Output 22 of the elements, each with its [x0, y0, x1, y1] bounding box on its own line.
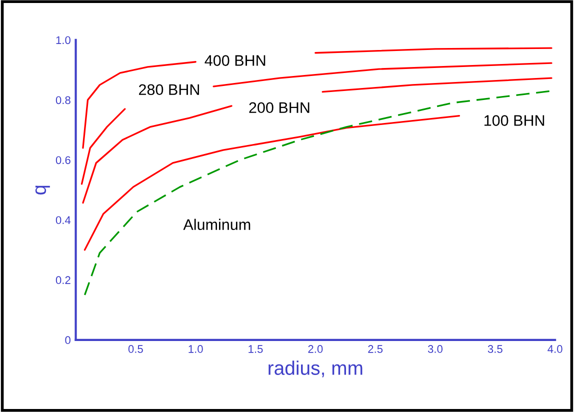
y-tick-label: 0.6: [56, 156, 70, 164]
x-tick-label: 3.5: [488, 345, 502, 353]
y-tick-label: 0.4: [56, 216, 71, 224]
x-tick-label: 1.0: [188, 345, 203, 353]
y-tick-label: 0.8: [56, 96, 70, 104]
y-tick-label: 0: [65, 336, 70, 344]
x-tick-label: 1.5: [248, 345, 263, 353]
x-tick-label: 4.0: [548, 345, 562, 353]
line-series: [84, 115, 460, 251]
x-tick-label: 3.0: [428, 345, 443, 353]
x-axis-title: radius, mm: [268, 360, 362, 378]
annotation: Aluminum: [183, 218, 250, 230]
y-tick-label: 1.0: [56, 36, 70, 44]
x-tick-label: 2.0: [308, 345, 323, 353]
x-tick-label: 0.5: [128, 345, 143, 353]
y-axis-title: q: [35, 186, 50, 195]
annotation: 100 BHN: [484, 115, 544, 126]
annotation: 400 BHN: [204, 55, 266, 66]
y-tick-label: 0.2: [56, 276, 70, 284]
annotation: 280 BHN: [139, 84, 199, 96]
annotation: 200 BHN: [249, 102, 310, 114]
x-tick-label: 2.5: [368, 345, 383, 353]
